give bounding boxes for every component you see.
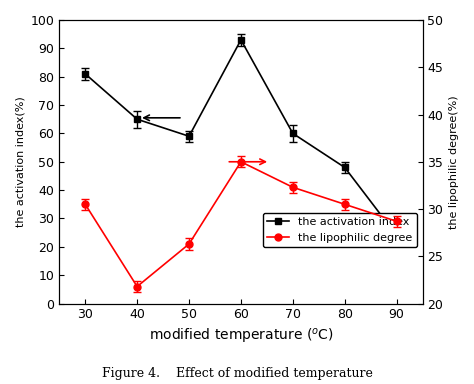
Y-axis label: the activation index(%): the activation index(%) xyxy=(15,96,25,227)
Legend: the activation index, the lipophilic degree: the activation index, the lipophilic deg… xyxy=(263,212,417,247)
X-axis label: modified temperature ($^{o}$C): modified temperature ($^{o}$C) xyxy=(148,327,333,346)
Text: Figure 4.    Effect of modified temperature: Figure 4. Effect of modified temperature xyxy=(101,367,373,380)
Y-axis label: the lipophilic degree(%): the lipophilic degree(%) xyxy=(449,95,459,228)
